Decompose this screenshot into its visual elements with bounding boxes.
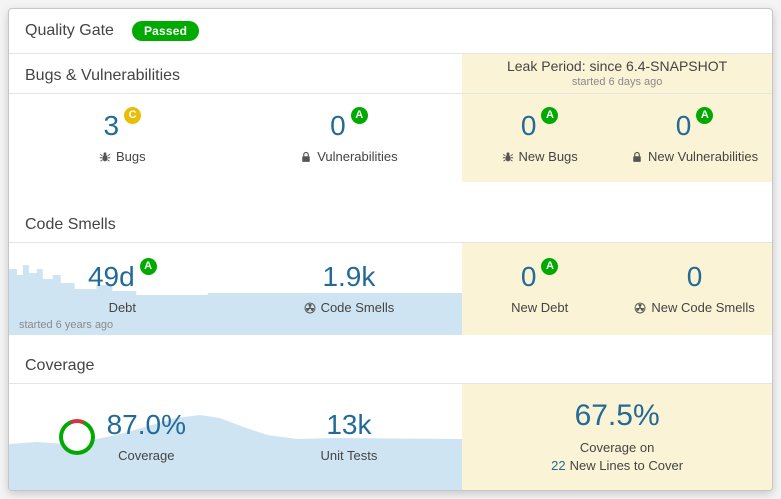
metric-new-vulnerabilities: 0 A New Vulnerabilities xyxy=(631,107,759,164)
new-vulnerabilities-count-link[interactable]: 0 xyxy=(675,110,692,141)
metric-new-debt: 0 A New Debt xyxy=(511,258,569,315)
metric-bugs: 3 C Bugs xyxy=(99,107,146,164)
coverage-leak-panel: 67.5% Coverage on 22 New Lines to Cover xyxy=(462,384,772,490)
metric-debt: 49d A Debt xyxy=(87,258,157,315)
new-bugs-count-link[interactable]: 0 xyxy=(520,110,537,141)
new-coverage-label-line1: Coverage on xyxy=(579,440,655,455)
leak-period-header: Leak Period: since 6.4-SNAPSHOT started … xyxy=(462,54,772,93)
bugs-count-link[interactable]: 3 xyxy=(103,110,120,141)
metric-unit-tests: 13k Unit Tests xyxy=(320,409,378,464)
quality-gate-row: Quality Gate Passed xyxy=(9,9,772,54)
coverage-metrics-panel: 87.0% Coverage 13k xyxy=(9,384,463,490)
unit-tests-count-link[interactable]: 13k xyxy=(326,409,372,440)
code-smells-count-link[interactable]: 1.9k xyxy=(322,261,376,292)
coverage-section-header: Coverage xyxy=(9,347,772,384)
new-bugs-label: New Bugs xyxy=(518,149,578,164)
coverage-history-chart xyxy=(9,415,463,490)
unit-tests-label: Unit Tests xyxy=(320,448,378,463)
debt-value-link[interactable]: 49d xyxy=(87,261,135,292)
vulnerabilities-label: Vulnerabilities xyxy=(317,149,398,164)
code-smells-section-content: started 6 years ago 49d A Debt xyxy=(9,243,772,335)
metric-coverage: 87.0% Coverage xyxy=(58,409,186,463)
code-smell-icon xyxy=(304,302,316,314)
quality-gate-label: Quality Gate xyxy=(25,22,114,39)
leak-period-title: Leak Period: since 6.4-SNAPSHOT xyxy=(506,58,728,74)
new-lines-label: New Lines to Cover xyxy=(569,458,684,473)
bugs-section-content: 3 C Bugs 0 xyxy=(9,94,772,182)
bug-icon xyxy=(99,151,111,163)
bug-icon xyxy=(502,151,514,163)
project-overview-card: Quality Gate Passed Bugs & Vulnerabiliti… xyxy=(8,8,773,491)
new-coverage-value-link[interactable]: 67.5% xyxy=(574,399,660,432)
new-debt-label: New Debt xyxy=(511,300,569,315)
metric-code-smells: 1.9k Code Smells xyxy=(304,261,395,315)
code-smells-leak-panel: 0 A New Debt 0 xyxy=(462,243,772,335)
metric-new-bugs: 0 A New Bugs xyxy=(502,107,578,164)
metric-new-coverage: 67.5% Coverage on 22 New Lines to Cover xyxy=(462,384,772,490)
vulnerabilities-rating-badge: A xyxy=(350,107,368,124)
new-lines-count-link[interactable]: 22 xyxy=(551,458,566,473)
coverage-section-title: Coverage xyxy=(25,357,95,374)
bugs-section-header: Bugs & Vulnerabilities Leak Period: sinc… xyxy=(9,54,772,94)
code-smells-label: Code Smells xyxy=(320,300,395,315)
new-vulnerabilities-rating-badge: A xyxy=(696,107,714,124)
bugs-section-title-cell: Bugs & Vulnerabilities xyxy=(9,54,462,93)
new-debt-value-link[interactable]: 0 xyxy=(520,261,537,292)
debt-rating-badge: A xyxy=(139,258,157,275)
bugs-leak-panel: 0 A New Bugs 0 xyxy=(462,94,772,182)
coverage-section: Coverage 87.0% Co xyxy=(9,347,772,490)
coverage-label: Coverage xyxy=(118,448,175,463)
code-smells-history-note: started 6 years ago xyxy=(19,319,114,331)
new-debt-rating-badge: A xyxy=(541,258,559,275)
lock-icon xyxy=(631,151,643,163)
lock-icon xyxy=(300,151,312,163)
leak-period-subtitle: started 6 days ago xyxy=(571,76,663,88)
coverage-gauge xyxy=(58,419,95,455)
code-smells-section: Code Smells started 6 years ago 49d A xyxy=(9,206,772,335)
vulnerabilities-count-link[interactable]: 0 xyxy=(330,110,346,141)
new-vulnerabilities-label: New Vulnerabilities xyxy=(648,149,759,164)
bugs-metrics-panel: 3 C Bugs 0 xyxy=(9,94,462,182)
metric-vulnerabilities: 0 A Vulnerabilities xyxy=(300,107,398,164)
coverage-title-cell: Coverage xyxy=(9,347,462,383)
code-smells-section-header: Code Smells xyxy=(9,206,772,243)
debt-label: Debt xyxy=(108,300,137,315)
code-smells-history-chart xyxy=(9,265,463,335)
quality-gate-status-badge: Passed xyxy=(131,21,200,41)
metric-new-code-smells: 0 New Code Smells xyxy=(634,261,755,315)
bugs-vulnerabilities-section: Bugs & Vulnerabilities Leak Period: sinc… xyxy=(9,54,772,182)
new-coverage-label-line2: 22 New Lines to Cover xyxy=(551,458,683,473)
code-smell-icon xyxy=(634,302,646,314)
code-smells-section-title: Code Smells xyxy=(25,216,116,233)
new-bugs-rating-badge: A xyxy=(541,107,559,124)
bugs-section-title: Bugs & Vulnerabilities xyxy=(25,67,181,84)
bugs-rating-badge: C xyxy=(124,107,142,124)
code-smells-metrics-panel: started 6 years ago 49d A Debt xyxy=(9,243,463,335)
coverage-value-link[interactable]: 87.0% xyxy=(106,409,186,440)
new-code-smells-label: New Code Smells xyxy=(651,300,755,315)
coverage-section-content: 87.0% Coverage 13k xyxy=(9,384,772,490)
code-smells-title-cell: Code Smells xyxy=(9,206,462,242)
bugs-label: Bugs xyxy=(115,149,146,164)
new-code-smells-count-link[interactable]: 0 xyxy=(686,261,703,292)
